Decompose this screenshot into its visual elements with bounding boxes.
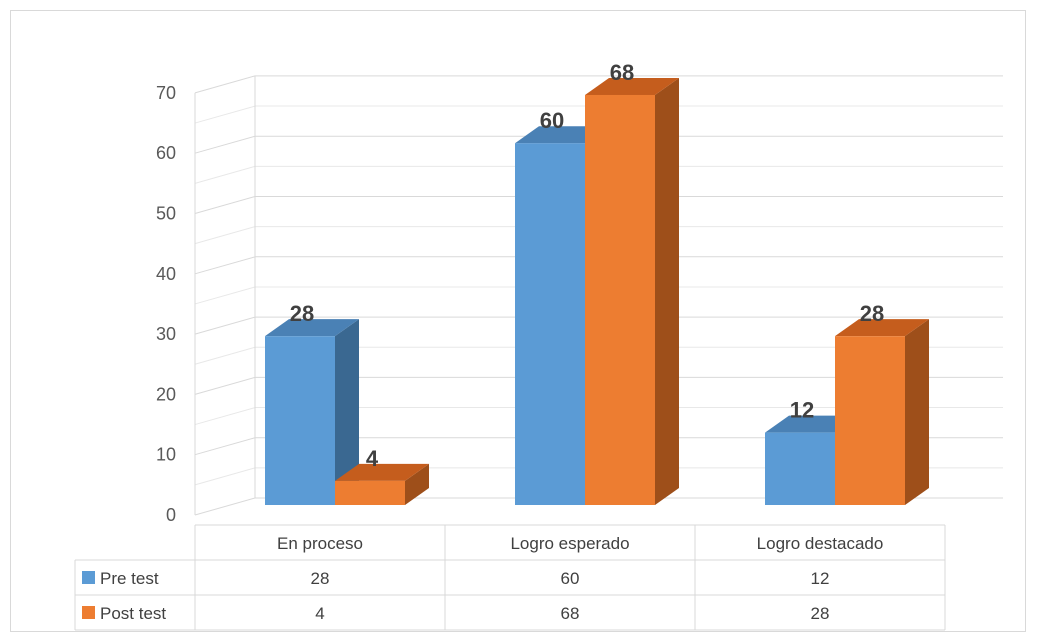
gridline-side xyxy=(194,226,256,245)
gridline-side xyxy=(194,346,256,365)
bar-front xyxy=(585,94,655,506)
data-label: 28 xyxy=(290,301,314,326)
bar-side xyxy=(655,77,679,506)
y-axis: 0 10 20 30 40 50 60 70 xyxy=(156,83,176,525)
gridline-side xyxy=(194,105,256,124)
bar-top xyxy=(335,463,429,481)
y-tick-label: 20 xyxy=(156,384,176,404)
bar-side xyxy=(335,319,359,505)
y-tick-label: 0 xyxy=(166,505,176,525)
bar-front xyxy=(765,432,835,505)
bar-0-0 xyxy=(265,319,359,505)
data-labels: 28 4 60 68 12 28 xyxy=(290,60,884,471)
gridline-side xyxy=(194,437,256,456)
y-tick-label: 50 xyxy=(156,204,176,224)
gridline-side xyxy=(194,135,256,154)
gridline-side xyxy=(194,165,256,184)
gridline-side xyxy=(194,286,256,305)
bar-front xyxy=(335,480,405,505)
table-value: 28 xyxy=(811,604,830,623)
bar-side xyxy=(405,463,429,505)
y-tick-label: 40 xyxy=(156,264,176,284)
data-label: 4 xyxy=(366,446,379,471)
y-tick-label: 10 xyxy=(156,445,176,465)
bar-top xyxy=(835,319,929,337)
bar-front xyxy=(515,143,585,505)
y-tick-label: 60 xyxy=(156,143,176,163)
data-label: 68 xyxy=(610,60,634,85)
gridline-side xyxy=(194,376,256,395)
legend-key xyxy=(82,606,95,619)
y-tick-label: 70 xyxy=(156,83,176,103)
gridline-side xyxy=(194,316,256,335)
category-label: Logro esperado xyxy=(510,534,629,553)
bar-side xyxy=(905,319,929,505)
gridline-side xyxy=(194,497,256,516)
category-label: Logro destacado xyxy=(757,534,884,553)
bar-1-2 xyxy=(835,319,929,505)
data-table: En proceso Logro esperado Logro destacado P… xyxy=(74,524,946,631)
legend-label: Pre test xyxy=(100,569,159,588)
gridline-side xyxy=(194,467,256,486)
table-value: 4 xyxy=(315,604,324,623)
data-label: 60 xyxy=(540,108,564,133)
table-value: 60 xyxy=(561,569,580,588)
gridline-side xyxy=(194,75,256,94)
y-tick-label: 30 xyxy=(156,324,176,344)
table-value: 28 xyxy=(311,569,330,588)
bar-front xyxy=(265,336,335,505)
bar-top xyxy=(265,319,359,337)
bar-1-0 xyxy=(335,463,429,505)
bar-top xyxy=(585,77,679,95)
bars-layer xyxy=(265,77,929,506)
data-label: 28 xyxy=(860,301,884,326)
gridline-side xyxy=(194,196,256,214)
legend-label: Post test xyxy=(100,604,166,623)
data-label: 12 xyxy=(790,398,814,423)
bar-front xyxy=(835,336,905,505)
table-value: 12 xyxy=(811,569,830,588)
gridline-side xyxy=(194,256,256,275)
legend-key xyxy=(82,571,95,584)
bar-1-1 xyxy=(585,77,679,506)
table-value: 68 xyxy=(561,604,580,623)
gridline-side xyxy=(194,407,256,426)
category-label: En proceso xyxy=(277,534,363,553)
